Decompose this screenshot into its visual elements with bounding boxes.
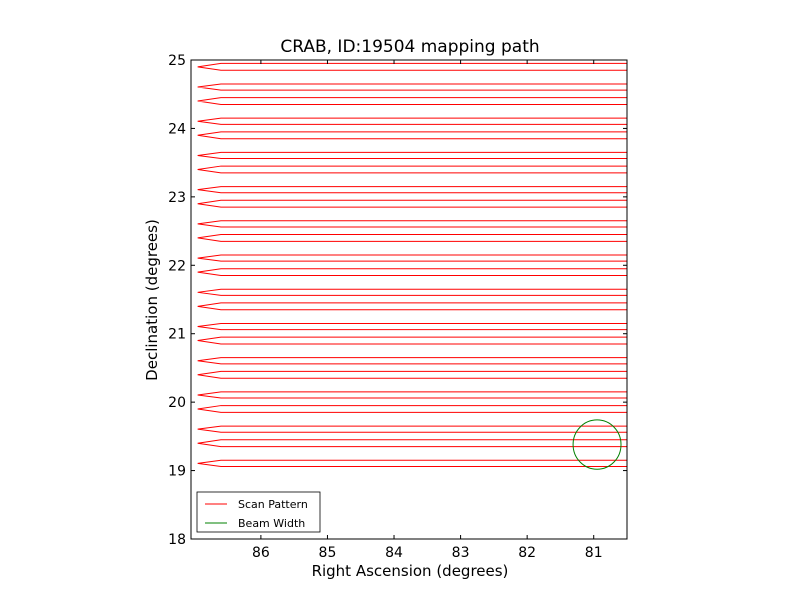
y-tick-label: 20 — [168, 395, 186, 411]
y-tick-label: 24 — [168, 121, 186, 137]
x-tick-label: 84 — [385, 545, 403, 561]
y-tick-label: 19 — [168, 464, 186, 480]
scan-pattern-line — [197, 62, 627, 467]
legend-label-scan-pattern: Scan Pattern — [238, 498, 308, 511]
legend: Scan Pattern Beam Width — [196, 491, 321, 533]
beam-width-circle — [572, 419, 622, 470]
legend-box — [196, 491, 321, 533]
x-tick-label: 85 — [319, 545, 337, 561]
y-tick-label: 22 — [168, 258, 186, 274]
chart-title: CRAB, ID:19504 mapping path — [280, 37, 539, 57]
x-tick-label: 82 — [518, 545, 536, 561]
y-axis-title: Declination (degrees) — [143, 219, 161, 381]
x-tick-label: 86 — [252, 545, 270, 561]
y-tick-label: 25 — [168, 53, 186, 69]
x-tick-label: 81 — [585, 545, 603, 561]
plot-frame — [190, 59, 628, 540]
y-tick-label: 21 — [168, 327, 186, 343]
x-tick-label: 83 — [452, 545, 470, 561]
x-axis-title: Right Ascension (degrees) — [312, 562, 509, 580]
legend-label-beam-width: Beam Width — [238, 517, 305, 530]
y-tick-label: 23 — [168, 190, 186, 206]
y-tick-label: 18 — [168, 532, 186, 548]
